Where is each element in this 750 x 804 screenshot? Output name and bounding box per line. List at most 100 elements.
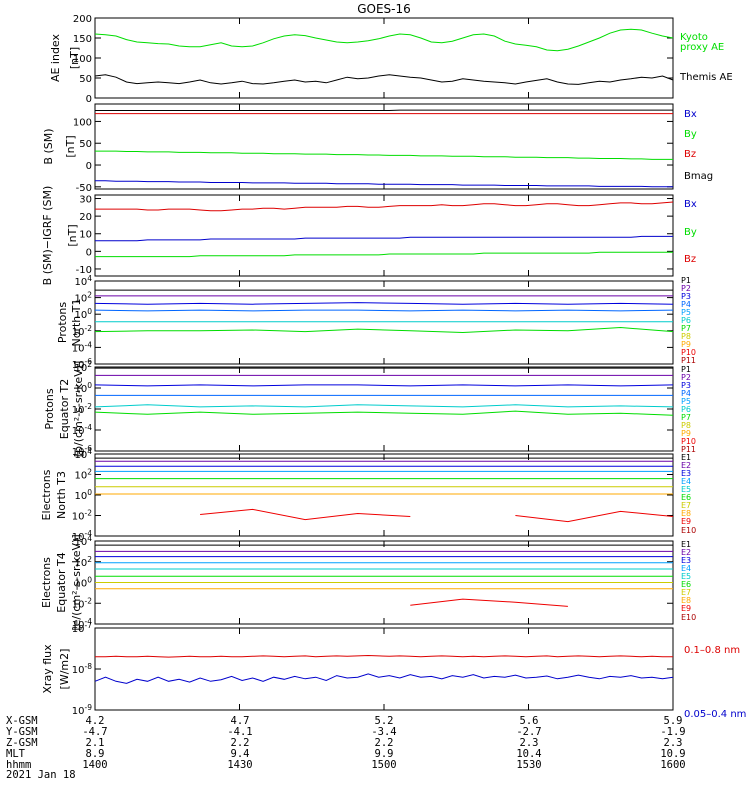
y-tick-label: -50 (76, 183, 92, 194)
series-e9 (410, 598, 673, 606)
legend-p11: P11 (681, 356, 696, 365)
series-e9 (200, 509, 673, 521)
y-axis-label: [W/m2] (58, 649, 71, 690)
legend-0-05-0-4-nm: 0.05–0.4 nm (684, 709, 746, 720)
y-axis-label: B (SM)−IGRF (SM) (41, 186, 54, 286)
y-tick-label: 0 (86, 247, 92, 258)
panel-frame (95, 281, 673, 364)
y-axis-label: B (SM) (42, 128, 55, 164)
y-tick-label: 50 (79, 74, 92, 85)
y-axis-label: Protons (43, 388, 56, 429)
y-tick-label: 20 (79, 212, 92, 223)
legend-e9: E9 (681, 517, 691, 526)
footer-date: 2021 Jan 18 (6, 769, 76, 781)
legend-by: By (684, 227, 697, 238)
legend-0-1-0-8-nm: 0.1–0.8 nm (684, 645, 740, 656)
footer-value: 1600 (660, 759, 685, 771)
series-group (95, 368, 673, 415)
y-tick-label: 0 (86, 161, 92, 172)
series-p7 (95, 328, 673, 333)
series-p4 (95, 310, 673, 311)
y-axis-label: AE index (49, 33, 62, 82)
y-axis-label: [nT] (64, 135, 77, 157)
y-tick-label: 10 (79, 230, 92, 241)
footer-value: 1530 (516, 759, 541, 771)
y-tick-label: 10-8 (72, 662, 92, 676)
y-axis-label: [nT] (68, 47, 81, 69)
panel-frame (95, 18, 673, 98)
legend-bz: Bz (684, 149, 696, 160)
legend-bmag: Bmag (684, 171, 713, 182)
legend-bx: Bx (684, 109, 697, 120)
series-p7 (95, 411, 673, 415)
series-group (95, 202, 673, 257)
legend-bz: Bz (684, 254, 696, 265)
legend-e9: E9 (681, 604, 691, 613)
footer-value: 1500 (371, 759, 396, 771)
y-axis-label: [nT] (66, 224, 79, 246)
y-tick-label: 104 (74, 274, 92, 288)
panel-frame (95, 628, 673, 710)
y-axis-label: Equator T2 (58, 379, 71, 439)
panel-frame (95, 104, 673, 189)
y-tick-label: 50 (79, 139, 92, 150)
y-axis-label: North T3 (55, 471, 68, 519)
chart-title: GOES-16 (357, 2, 411, 16)
legend-proxy-ae: proxy AE (680, 42, 724, 53)
y-axis-label: [p/(cm²-s-sr-keV)] (72, 361, 85, 458)
footer-value: 1430 (227, 759, 252, 771)
panel-2: 100 50 0 -50 B (SM) [nT] Bx By Bz Bmag (42, 104, 713, 194)
y-axis-label: Electrons (40, 557, 53, 608)
y-tick-label: 30 (79, 195, 92, 206)
legend-themis-ae: Themis AE (679, 72, 733, 83)
y-axis-label: [e/(cm²-s-sr-keV)] (70, 534, 83, 630)
series-0-05-0-4-nm (95, 674, 673, 684)
y-tick-label: 10-2 (72, 509, 92, 523)
series-p3 (95, 303, 673, 305)
series-group (95, 29, 673, 84)
y-tick-label: 10-7 (72, 621, 92, 635)
y-axis-label: Electrons (40, 469, 53, 520)
footer-value: 1400 (82, 759, 107, 771)
series-kyoto-proxy-ae (95, 29, 673, 51)
series-bz (95, 202, 673, 211)
legend-e10: E10 (681, 526, 696, 535)
series-group (95, 545, 673, 606)
series-by (95, 252, 673, 256)
series-bx (95, 236, 673, 240)
y-tick-label: 100 (74, 488, 92, 502)
y-tick-label: 104 (74, 447, 92, 461)
panel-frame (95, 367, 673, 451)
legend-e10: E10 (681, 613, 696, 622)
legend-by: By (684, 129, 697, 140)
series-themis-ae (95, 75, 673, 85)
series-group (95, 458, 673, 521)
y-tick-label: 102 (74, 468, 92, 482)
series-p6 (95, 405, 673, 407)
y-axis-label: Protons (56, 302, 69, 343)
y-axis-label: Equator T4 (55, 552, 68, 612)
y-tick-label: 200 (73, 14, 92, 25)
y-tick-label: 0 (86, 94, 92, 105)
series-group (95, 656, 673, 684)
legend-bx: Bx (684, 199, 697, 210)
y-tick-label: 150 (73, 34, 92, 45)
series-by (95, 151, 673, 159)
y-tick-label: 100 (73, 117, 92, 128)
series-p3 (95, 385, 673, 386)
series-0-1-0-8-nm (95, 656, 673, 658)
series-group (95, 110, 673, 187)
y-axis-label: Xray flux (41, 644, 54, 694)
series-group (95, 290, 673, 343)
